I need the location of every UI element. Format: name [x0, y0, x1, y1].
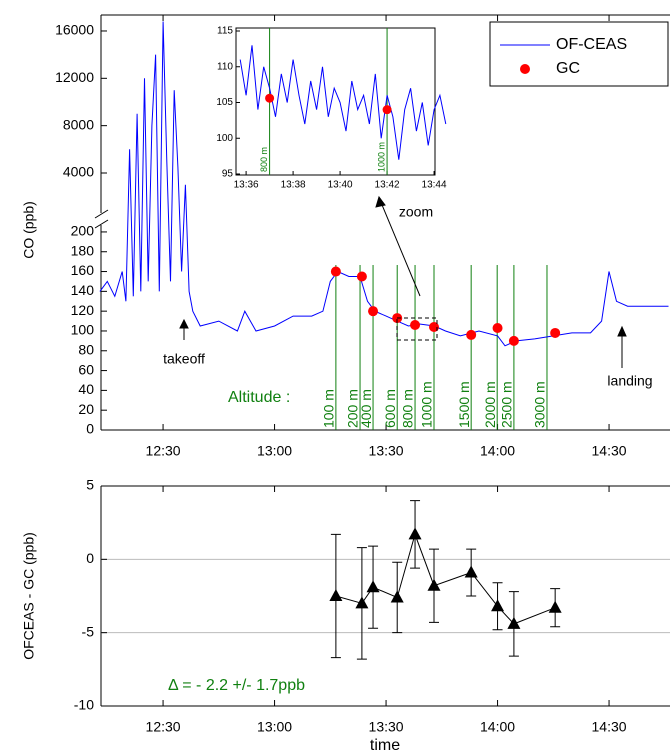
x-tick-label: 13:00: [257, 719, 292, 735]
y-tick-label: 12000: [55, 69, 94, 85]
y-tick-label: 0: [86, 550, 94, 566]
diff-point: [366, 580, 380, 593]
x-tick-label: 12:30: [146, 443, 181, 459]
arrows: [179, 195, 627, 368]
y-tick-label: 200: [71, 223, 95, 239]
altitude-label: 100 m: [321, 389, 337, 428]
y-tick-label: 80: [78, 341, 94, 357]
gc-point: [550, 327, 561, 338]
altitude-label: 800 m: [400, 389, 416, 428]
y-tick-label: 16000: [55, 22, 94, 38]
difference-plot: 12:30 13:00 13:30 14:00 14:30 -10 -5 0 5: [74, 477, 670, 735]
x-axis-label: time: [370, 737, 400, 754]
x-tick-label: 13:30: [369, 719, 404, 735]
legend-marker: [520, 64, 530, 74]
diff-point: [355, 596, 369, 609]
gc-point: [330, 266, 341, 277]
annotation: zoom: [399, 204, 433, 220]
x-tick-label: 13:40: [328, 180, 353, 191]
legend-box: [489, 21, 669, 87]
annotation: Δ = - 2.2 +/- 1.7ppb: [168, 677, 305, 694]
diff-point: [464, 565, 478, 578]
diff-point: [329, 589, 343, 601]
annotation: takeoff: [163, 351, 205, 367]
legend-label: OF-CEAS: [556, 36, 627, 53]
y-tick-label: 180: [71, 242, 95, 258]
y-tick-label: 120: [71, 302, 95, 318]
main-plot: 12:30 13:00 13:30 14:00 14:30 0 20 40 60 80 100 120…: [55, 15, 669, 459]
altitude-label: 3000 m: [532, 381, 548, 428]
x-tick-label: 14:30: [592, 443, 627, 459]
gc-point: [508, 335, 519, 346]
y-tick-label: 20: [78, 401, 94, 417]
gc-point: [356, 271, 367, 282]
altitude-label: 1000 m: [376, 142, 386, 172]
y-tick-label: 95: [222, 169, 234, 180]
gc-point: [368, 306, 379, 317]
frame: [94, 14, 670, 707]
altitude-label: 1500 m: [456, 381, 472, 428]
altitude-label: 2000 m: [482, 381, 498, 428]
gc-point: [265, 93, 275, 103]
gc-point: [429, 322, 440, 333]
y-tick-label: 115: [217, 26, 233, 37]
annotation: Altitude :: [228, 389, 290, 406]
y-tick-label: 105: [216, 97, 233, 108]
x-tick-label: 13:36: [234, 180, 259, 191]
altitude-label: 2500 m: [499, 381, 515, 428]
diff-point: [548, 600, 562, 613]
diff-point: [507, 616, 521, 629]
x-tick-label: 14:00: [480, 443, 515, 459]
x-tick-label: 14:00: [480, 719, 515, 735]
y-tick-label: -10: [74, 697, 94, 713]
y-tick-label: 40: [78, 381, 94, 397]
diff-point: [408, 527, 422, 540]
gc-point: [382, 105, 392, 115]
diff-point: [491, 599, 505, 612]
y-tick-label: 160: [71, 262, 95, 278]
x-tick-label: 13:00: [257, 443, 292, 459]
y-tick-label: 5: [86, 477, 94, 493]
altitude-label: 600 m: [382, 389, 398, 428]
x-tick-label: 13:42: [375, 180, 400, 191]
diff-point: [390, 590, 404, 603]
inset: 13:36 13:38 13:40 13:42 13:44 95 100 105 110 115 8…: [216, 26, 447, 191]
x-tick-label: 13:30: [369, 443, 404, 459]
y-axis-label: OFCEAS - GC (ppb): [21, 532, 37, 660]
y-tick-label: 8000: [63, 116, 94, 132]
x-tick-label: 13:44: [422, 180, 447, 191]
annotation: landing: [607, 373, 652, 389]
legend-label: GC: [556, 60, 580, 77]
diff-line: [335, 532, 556, 625]
diff-point: [427, 578, 441, 591]
altitude-label: 1000 m: [419, 381, 435, 428]
y-tick-label: 0: [86, 421, 94, 437]
y-tick-label: 60: [78, 361, 94, 377]
y-axis-label: CO (ppb): [21, 201, 37, 259]
y-tick-label: 100: [71, 322, 95, 338]
gc-point: [466, 329, 477, 340]
y-tick-label: 4000: [63, 164, 94, 180]
altitude-label: 800 m: [259, 147, 269, 172]
y-tick-label: 140: [71, 282, 95, 298]
y-tick-label: 100: [216, 133, 233, 144]
inset-line: [239, 45, 447, 160]
altitude-label: 400 m: [358, 389, 374, 428]
series-line: [99, 21, 669, 347]
x-tick-label: 13:38: [281, 180, 306, 191]
x-tick-label: 12:30: [146, 719, 181, 735]
gc-point: [410, 320, 421, 331]
y-tick-label: -5: [82, 623, 95, 639]
altitude-label: 200 m: [345, 389, 361, 428]
x-tick-label: 14:30: [592, 719, 627, 735]
legend: OF-CEAS GC: [489, 21, 669, 87]
gc-point: [492, 322, 503, 333]
y-tick-label: 110: [217, 61, 233, 72]
